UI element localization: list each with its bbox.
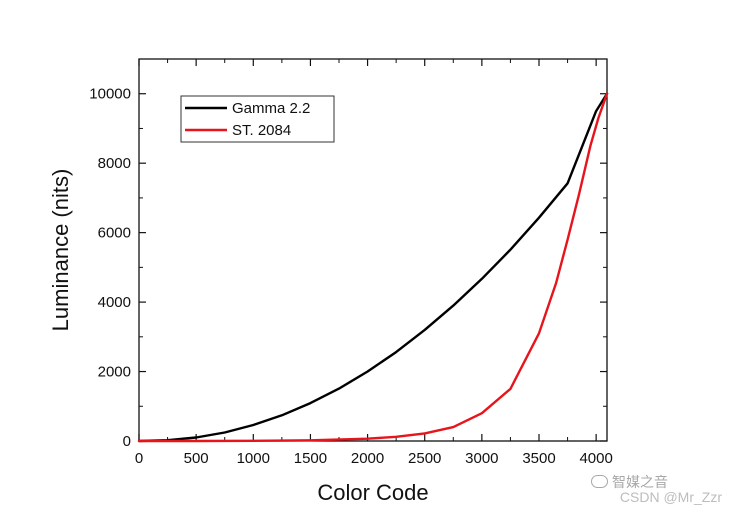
y-axis-title: Luminance (nits) bbox=[48, 169, 73, 332]
legend: Gamma 2.2 ST. 2084 bbox=[180, 95, 335, 143]
x-tick-label: 3500 bbox=[522, 450, 555, 467]
series-line-st2084 bbox=[137, 92, 609, 443]
legend-label-gamma: Gamma 2.2 bbox=[232, 100, 310, 117]
legend-label-st2084: ST. 2084 bbox=[232, 122, 291, 139]
watermark-csdn: CSDN @Mr_Zzr bbox=[619, 489, 722, 505]
y-tick-label: 2000 bbox=[98, 364, 131, 381]
x-tick-labels: 0 500 1000 1500 2000 2500 3000 3500 4000 bbox=[135, 450, 613, 467]
watermark-logo: 智媒之音 bbox=[591, 472, 668, 492]
series-line-gamma bbox=[137, 92, 609, 443]
x-tick-label: 2500 bbox=[408, 450, 441, 467]
x-axis-title: Color Code bbox=[317, 480, 428, 505]
series-group bbox=[137, 92, 609, 443]
x-tick-label: 500 bbox=[184, 450, 209, 467]
chat-bubble-icon bbox=[591, 475, 608, 488]
y-tick-label: 0 bbox=[123, 433, 131, 450]
x-tick-label: 1500 bbox=[294, 450, 327, 467]
y-tick-label: 10000 bbox=[89, 86, 131, 103]
y-tick-label: 6000 bbox=[98, 225, 131, 242]
watermark-logo-text: 智媒之音 bbox=[612, 474, 668, 490]
x-tick-label: 4000 bbox=[579, 450, 612, 467]
y-tick-label: 8000 bbox=[98, 155, 131, 172]
y-tick-label: 4000 bbox=[98, 294, 131, 311]
y-tick-labels: 0 2000 4000 6000 8000 10000 bbox=[89, 86, 131, 450]
x-tick-label: 1000 bbox=[237, 450, 270, 467]
x-tick-label: 2000 bbox=[351, 450, 384, 467]
x-tick-label: 3000 bbox=[465, 450, 498, 467]
x-tick-label: 0 bbox=[135, 450, 143, 467]
legend-box bbox=[180, 95, 335, 143]
